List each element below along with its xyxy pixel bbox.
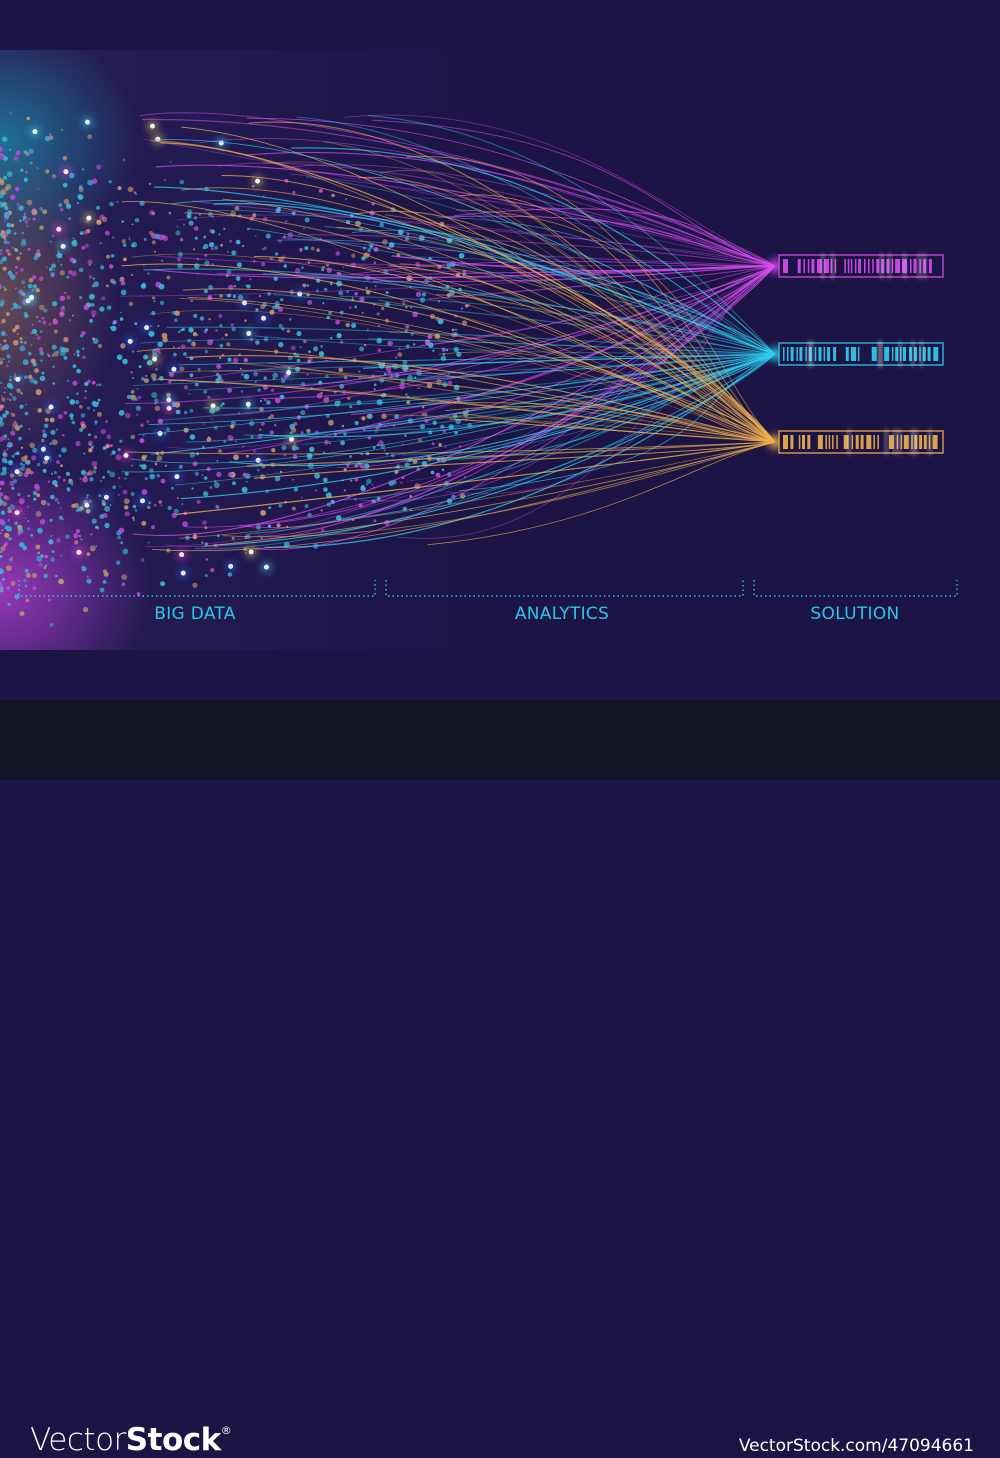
data-particles <box>0 112 473 627</box>
stage-label-analytics: ANALYTICS <box>514 604 610 624</box>
logo-light-text: Vector <box>30 1422 126 1458</box>
bracket-1 <box>385 580 744 597</box>
registered-mark-icon: ® <box>220 1424 232 1437</box>
bracket-2 <box>753 580 958 597</box>
magenta-stream-barcode <box>778 253 944 279</box>
image-reference: VectorStock.com/47094661 <box>738 1436 974 1456</box>
big-data-analytics-illustration <box>0 112 958 627</box>
watermark-footer: VectorStock® VectorStock.com/47094661 <box>0 700 1000 1458</box>
stage-label-solution: SOLUTION <box>810 604 900 624</box>
cyan-stream-barcode <box>778 341 944 367</box>
infographic-canvas: BIG DATA ANALYTICS SOLUTION <box>0 0 1000 700</box>
stage-label-big-data: BIG DATA <box>154 604 236 624</box>
magenta-stream-fan <box>120 112 782 550</box>
vectorstock-logo: VectorStock® <box>30 1422 232 1458</box>
amber-stream-fan <box>121 121 782 552</box>
logo-bold-text: Stock <box>125 1422 221 1458</box>
bracket-0 <box>18 580 376 597</box>
amber-stream-barcode <box>778 429 944 455</box>
